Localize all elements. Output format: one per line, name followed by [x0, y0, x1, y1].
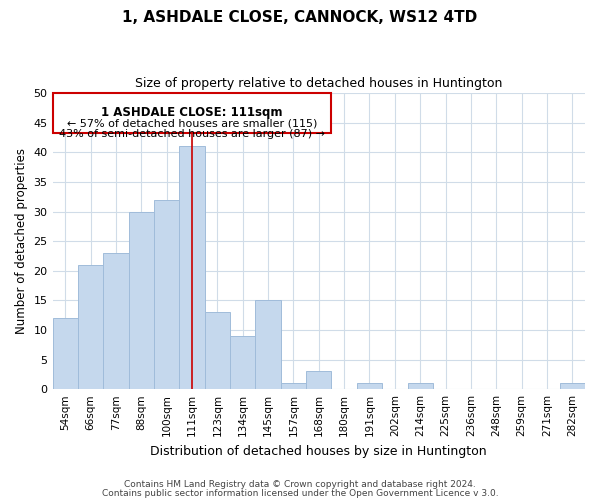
Bar: [230, 336, 256, 389]
FancyBboxPatch shape: [53, 93, 331, 134]
Bar: [306, 372, 331, 389]
Bar: [357, 384, 382, 389]
Bar: [128, 212, 154, 389]
Bar: [78, 265, 103, 389]
Bar: [205, 312, 230, 389]
Bar: [53, 318, 78, 389]
Bar: [103, 253, 128, 389]
Text: Contains HM Land Registry data © Crown copyright and database right 2024.: Contains HM Land Registry data © Crown c…: [124, 480, 476, 489]
Bar: [281, 384, 306, 389]
Text: 1 ASHDALE CLOSE: 111sqm: 1 ASHDALE CLOSE: 111sqm: [101, 106, 283, 120]
Bar: [560, 384, 585, 389]
Text: Contains public sector information licensed under the Open Government Licence v : Contains public sector information licen…: [101, 488, 499, 498]
Text: 1, ASHDALE CLOSE, CANNOCK, WS12 4TD: 1, ASHDALE CLOSE, CANNOCK, WS12 4TD: [122, 10, 478, 25]
X-axis label: Distribution of detached houses by size in Huntington: Distribution of detached houses by size …: [151, 444, 487, 458]
Text: 43% of semi-detached houses are larger (87) →: 43% of semi-detached houses are larger (…: [59, 129, 325, 139]
Bar: [407, 384, 433, 389]
Title: Size of property relative to detached houses in Huntington: Size of property relative to detached ho…: [135, 78, 502, 90]
Text: ← 57% of detached houses are smaller (115): ← 57% of detached houses are smaller (11…: [67, 118, 317, 128]
Bar: [154, 200, 179, 389]
Y-axis label: Number of detached properties: Number of detached properties: [15, 148, 28, 334]
Bar: [179, 146, 205, 389]
Bar: [256, 300, 281, 389]
